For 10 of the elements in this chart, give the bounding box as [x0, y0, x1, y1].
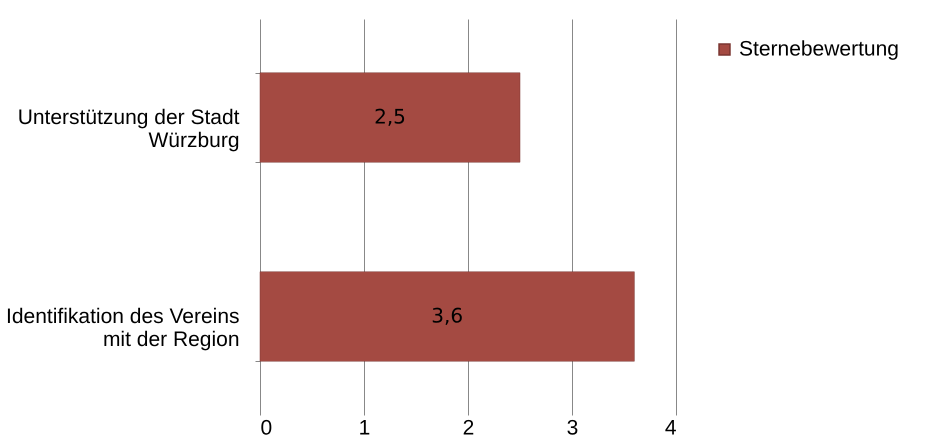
x-tick-label: 4 — [664, 416, 677, 440]
data-label: 3,6 — [431, 303, 464, 328]
data-label: 2,5 — [374, 104, 406, 129]
y-tick-label: Unterstützung der Stadt Würzburg — [18, 106, 240, 152]
legend-label: Sternebewertung — [739, 38, 899, 60]
x-tick-label: 0 — [260, 416, 272, 440]
x-tick-label: 3 — [566, 416, 578, 440]
x-tick-label: 1 — [358, 416, 370, 440]
y-tick-label: Identifikation des Vereins mit der Region — [6, 304, 240, 351]
x-tick-label: 2 — [462, 416, 474, 440]
